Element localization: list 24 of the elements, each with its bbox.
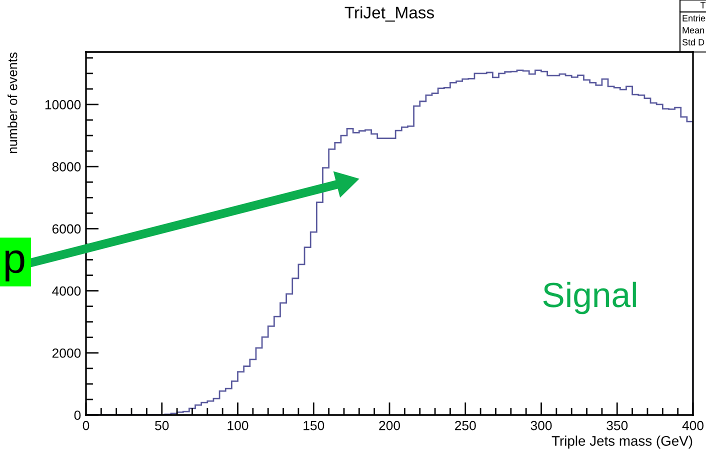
x-tick-label: 400 <box>682 420 704 430</box>
x-tick-label: 200 <box>379 420 400 430</box>
y-axis-title: number of events <box>8 52 18 154</box>
x-tick-label: 250 <box>455 420 476 430</box>
text: Entrie <box>682 14 706 22</box>
y-tick-label: 8000 <box>52 162 81 172</box>
x-tick-label: 300 <box>530 420 552 430</box>
annotation: Signal <box>543 282 636 314</box>
y-tick-label: 6000 <box>52 224 81 234</box>
text: T <box>700 2 706 8</box>
y-tick-label: 2000 <box>52 348 81 358</box>
y-tick-label: 0 <box>74 410 81 420</box>
chart-title: TriJet_Mass <box>344 6 434 22</box>
x-tick-label: 100 <box>228 420 248 430</box>
text: p <box>6 250 24 282</box>
x-tick-label: 150 <box>304 420 324 430</box>
x-axis-title: Triple Jets mass (GeV) <box>552 436 692 449</box>
y-tick-label: 10000 <box>45 100 81 110</box>
x-tick-label: 0 <box>82 420 90 430</box>
x-tick-label: 350 <box>606 420 628 430</box>
text: Std D <box>682 38 704 46</box>
x-tick-label: 50 <box>155 420 169 430</box>
text: Mean <box>682 27 704 34</box>
y-tick-label: 4000 <box>52 286 81 296</box>
